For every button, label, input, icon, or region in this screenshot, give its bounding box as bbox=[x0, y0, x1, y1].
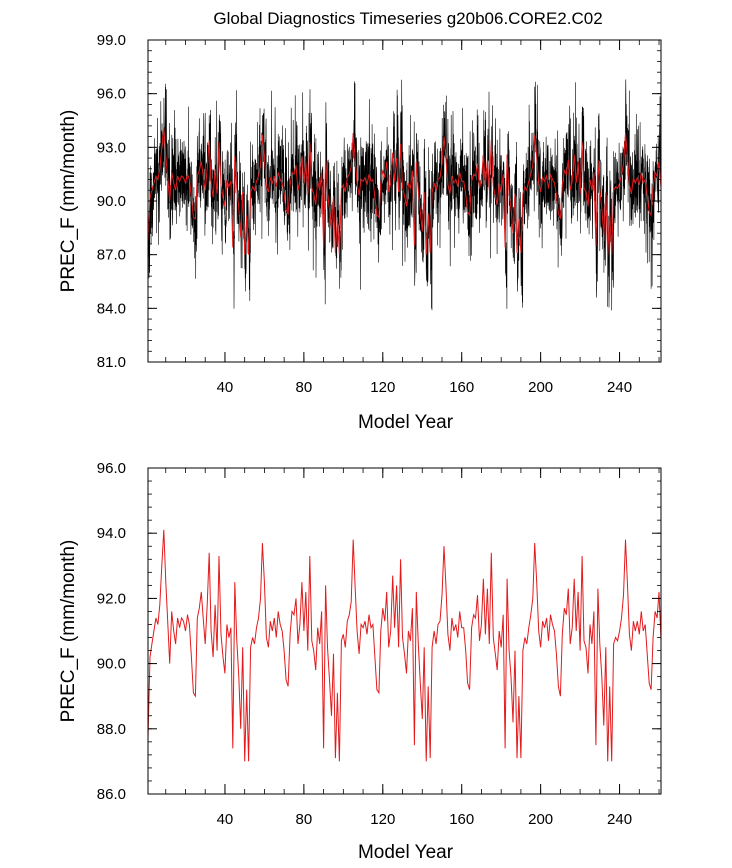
y-tick-label: 92.0 bbox=[97, 590, 126, 607]
y-tick-label: 93.0 bbox=[97, 139, 126, 156]
x-tick-label: 200 bbox=[528, 811, 553, 828]
bottom-panel: 86.0 88.0 90.0 92.0 94.0 96.0 40 80 120 160 200 240… bbox=[58, 460, 662, 863]
figure-title: Global Diagnostics Timeseries g20b06.COR… bbox=[213, 9, 602, 28]
series-annual-mean-line bbox=[148, 127, 661, 255]
y-tick-label: 96.0 bbox=[97, 460, 126, 477]
top-panel: 81.0 84.0 87.0 90.0 93.0 96.0 99.0 40 80 120 160 20… bbox=[58, 32, 662, 433]
y-tick-label: 81.0 bbox=[97, 354, 126, 371]
x-tick-label: 40 bbox=[217, 811, 234, 828]
x-tick-label: 80 bbox=[296, 379, 313, 396]
x-axis-label: Model Year bbox=[358, 412, 454, 433]
y-axis-label: PREC_F (mm/month) bbox=[58, 110, 79, 293]
series-monthly-line bbox=[148, 79, 661, 311]
x-axis-label: Model Year bbox=[358, 842, 454, 863]
y-tick-label: 87.0 bbox=[97, 247, 126, 264]
y-tick-label: 90.0 bbox=[97, 656, 126, 673]
x-tick-label: 160 bbox=[449, 811, 474, 828]
x-tick-label: 240 bbox=[607, 379, 632, 396]
y-tick-label: 94.0 bbox=[97, 525, 126, 542]
y-tick-label: 84.0 bbox=[97, 300, 126, 317]
x-tick-label: 40 bbox=[217, 379, 234, 396]
y-axis-label: PREC_F (mm/month) bbox=[58, 540, 79, 723]
y-tick-label: 88.0 bbox=[97, 721, 126, 738]
x-tick-label: 240 bbox=[607, 811, 632, 828]
x-tick-label: 120 bbox=[370, 811, 395, 828]
x-tick-label: 80 bbox=[296, 811, 313, 828]
y-tick-label: 99.0 bbox=[97, 32, 126, 49]
x-tick-label: 200 bbox=[528, 379, 553, 396]
y-tick-label: 86.0 bbox=[97, 786, 126, 803]
x-tick-label: 160 bbox=[449, 379, 474, 396]
y-tick-label: 90.0 bbox=[97, 193, 126, 210]
series-annual-mean-line bbox=[148, 529, 661, 762]
plot-frame bbox=[147, 467, 662, 795]
x-tick-label: 120 bbox=[370, 379, 395, 396]
y-tick-label: 96.0 bbox=[97, 86, 126, 103]
